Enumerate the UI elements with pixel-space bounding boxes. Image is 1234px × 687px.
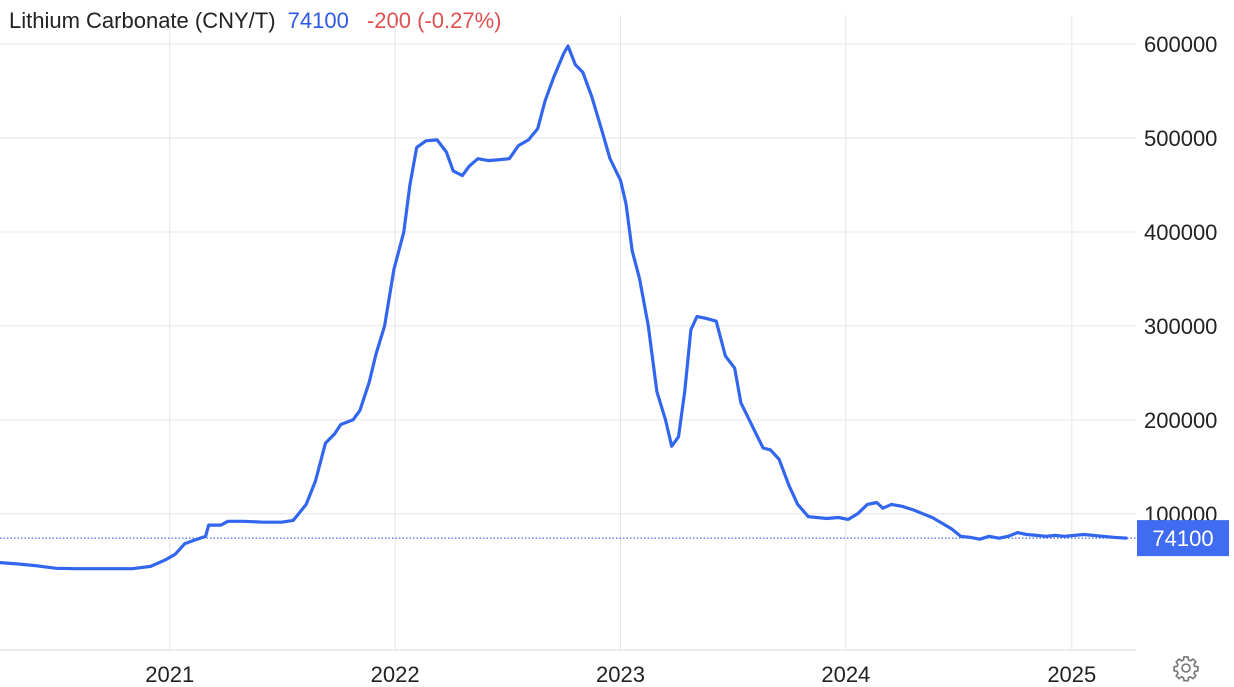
x-tick-label: 2022 [371,662,420,686]
last-value-text: 74100 [1152,526,1213,551]
price-series-line [0,44,1128,571]
y-tick-label: 500000 [1144,126,1217,151]
y-tick-label: 400000 [1144,220,1217,245]
y-tick-label: 200000 [1144,408,1217,433]
y-tick-label: 600000 [1144,32,1217,57]
chart-header: Lithium Carbonate (CNY/T) 74100 -200 (-0… [9,8,502,34]
gear-icon[interactable] [1172,654,1200,682]
vertical-gridlines [169,15,1073,650]
x-tick-label: 2023 [596,662,645,686]
horizontal-gridlines [0,43,1136,515]
price-change: -200 (-0.27%) [366,8,502,33]
last-value-badge-bg [1137,520,1229,557]
x-tick-label: 2024 [821,662,870,686]
last-value-badge: 74100 [1137,520,1229,557]
x-axis-labels: 2021 2022 2023 2024 2025 [145,662,1096,686]
y-tick-label: 300000 [1144,314,1217,339]
x-tick-label: 2021 [145,662,194,686]
last-price: 74100 [287,8,349,33]
x-tick-label: 2025 [1047,662,1096,686]
instrument-name: Lithium Carbonate (CNY/T) [9,8,276,33]
